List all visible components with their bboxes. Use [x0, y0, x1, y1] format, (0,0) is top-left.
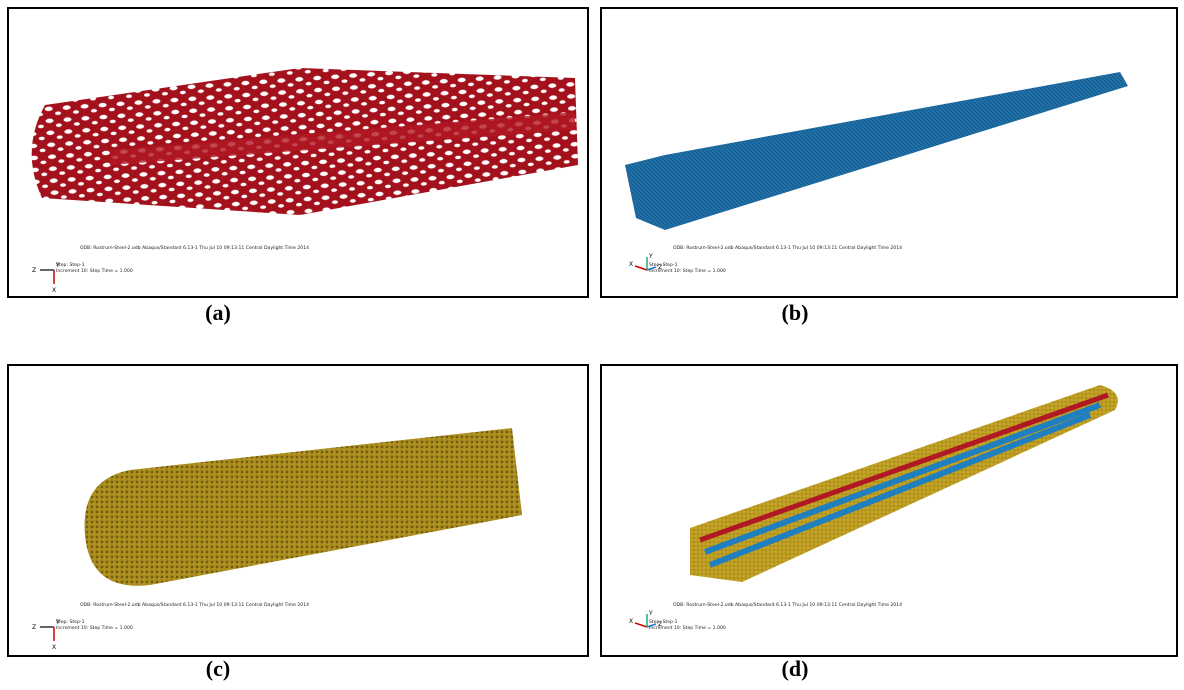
gold-model	[85, 428, 522, 586]
odb-info: ODB: Rostrum-Steel-2.odb Abaqus/Standard…	[80, 245, 309, 251]
panel-label: (d)	[782, 656, 809, 681]
triad-label: Z	[32, 267, 36, 274]
triad-label: Z	[658, 264, 662, 271]
triad-label: Y	[648, 253, 653, 260]
step-info: Step: Step-1	[649, 619, 678, 625]
triad-label: X	[52, 287, 56, 294]
panel-label: (c)	[206, 656, 230, 681]
step-info: Step: Step-1	[56, 619, 85, 625]
triad-label: Y	[648, 610, 653, 617]
triad-label: X	[52, 644, 56, 651]
odb-info: ODB: Rostrum-Steel-2.odb Abaqus/Standard…	[673, 245, 902, 251]
step-info: Step: Step-1	[56, 262, 85, 268]
figure: (a) ODB: Rostrum-Steel-2.odb Abaqus/Stand…	[0, 0, 1184, 690]
triad-label: Y	[55, 262, 60, 269]
triad-axis	[635, 623, 647, 627]
red-layer	[700, 395, 1108, 540]
triad-label: Z	[32, 624, 36, 631]
increment-info: Increment 10: Step Time = 1.000	[56, 268, 133, 274]
triad-axis	[635, 266, 647, 270]
panel-label: (b)	[782, 300, 809, 325]
renderings	[32, 68, 1128, 586]
triad-label: Y	[55, 619, 60, 626]
triad-label: X	[629, 261, 633, 268]
triad-label: Z	[658, 621, 662, 628]
blue-model	[625, 72, 1128, 230]
odb-info: ODB: Rostrum-Steel-2.odb Abaqus/Standard…	[80, 602, 309, 608]
step-info: Step: Step-1	[649, 262, 678, 268]
odb-info: ODB: Rostrum-Steel-2.odb Abaqus/Standard…	[673, 602, 902, 608]
panel-label: (a)	[205, 300, 231, 325]
increment-info: Increment 10: Step Time = 1.000	[56, 625, 133, 631]
triad-label: X	[629, 618, 633, 625]
